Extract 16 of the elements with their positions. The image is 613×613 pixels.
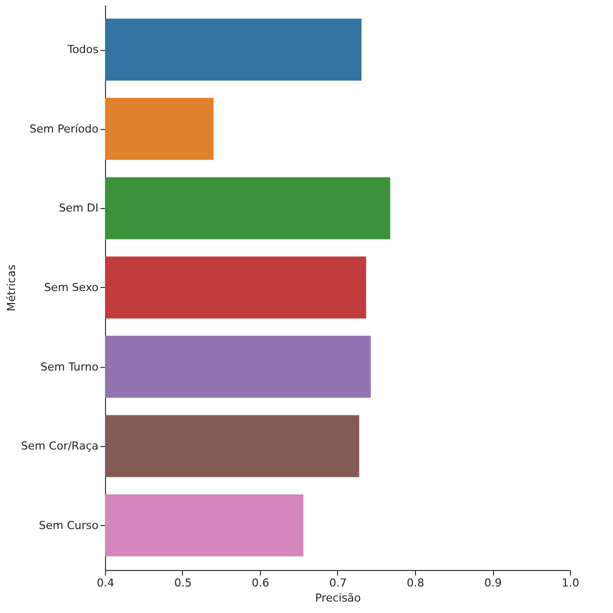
- y-tick-label: Sem Turno: [40, 360, 99, 374]
- x-axis-title: Precisão: [315, 592, 362, 604]
- y-tick-label: Sem Curso: [38, 518, 99, 532]
- y-tick-label: Sem DI: [58, 202, 98, 215]
- y-tick-label: Sem Cor/Raça: [20, 440, 98, 453]
- x-tick-label: 0.5: [174, 576, 192, 590]
- x-tick-label: 0.7: [329, 576, 347, 590]
- y-axis-title: Métricas: [4, 264, 18, 312]
- y-tick-label: Sem Período: [30, 122, 99, 136]
- x-tick-label: 0.4: [96, 576, 114, 590]
- x-tick-label: 1.0: [562, 576, 580, 590]
- x-tick-label: 0.6: [252, 576, 270, 590]
- y-tick-label: Sem Sexo: [44, 281, 99, 294]
- x-tick-label: 0.8: [406, 576, 424, 590]
- y-tick-label: Todos: [66, 43, 99, 56]
- x-tick-label: 0.9: [484, 576, 502, 590]
